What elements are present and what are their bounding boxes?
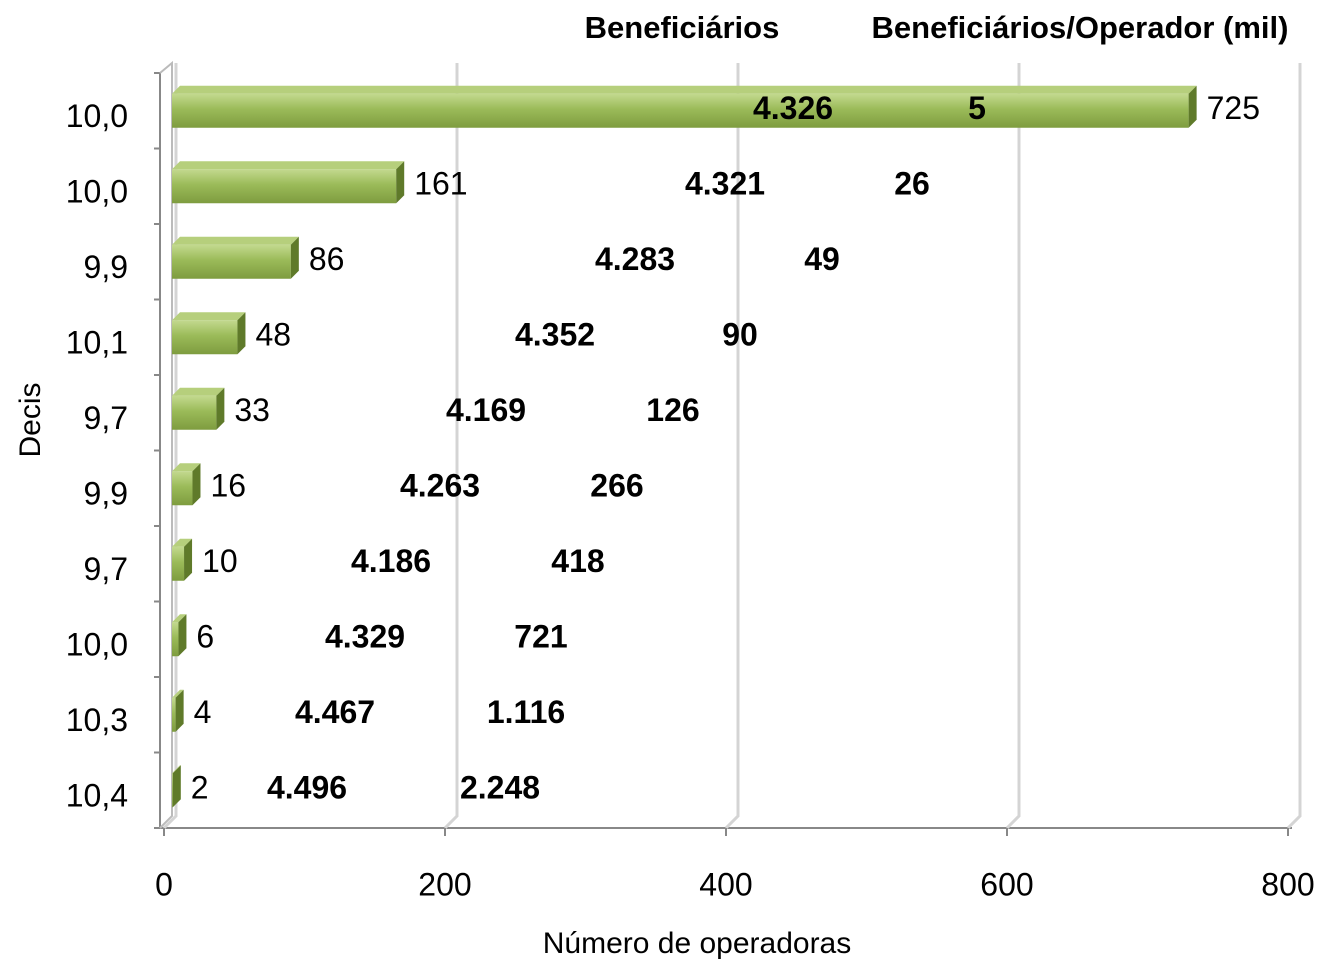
bar-end (178, 614, 187, 657)
y-axis-title: Decis (14, 382, 47, 457)
x-tick-label: 200 (418, 866, 471, 902)
bar-top (172, 689, 184, 698)
x-tick-label: 800 (1261, 866, 1314, 902)
value-label: 6 (196, 619, 214, 655)
column-value: 266 (590, 468, 643, 504)
bar (172, 546, 185, 581)
value-label: 86 (309, 241, 345, 277)
bar-top (172, 614, 187, 623)
value-label: 725 (1207, 90, 1260, 126)
column-value: 126 (646, 392, 699, 428)
value-label: 33 (234, 392, 270, 428)
y-tick-label: 10,0 (66, 174, 128, 210)
column-value: 4.352 (515, 317, 595, 353)
bar-top (172, 161, 405, 170)
x-tick-label: 0 (155, 866, 173, 902)
column-value: 90 (722, 317, 758, 353)
bar (172, 773, 173, 808)
y-tick-label: 9,7 (84, 551, 128, 587)
column-value: 5 (968, 90, 986, 126)
value-label: 10 (202, 543, 238, 579)
column-value: 4.467 (295, 694, 375, 730)
value-label: 16 (210, 468, 246, 504)
grid-line (162, 63, 178, 830)
bar-end (192, 463, 201, 506)
grid-line (443, 63, 459, 830)
column-header: Beneficiários/Operador (mil) (872, 10, 1289, 45)
bar (172, 697, 176, 732)
column-value: 4.326 (753, 90, 833, 126)
y-tick-label: 10,4 (66, 778, 128, 814)
y-tick-label: 9,9 (84, 249, 128, 285)
column-value: 4.169 (446, 392, 526, 428)
x-tick-label: 400 (699, 866, 752, 902)
bar-end (396, 161, 405, 204)
column-value: 4.283 (595, 241, 675, 277)
column-value: 1.116 (487, 694, 565, 730)
column-value: 418 (551, 543, 604, 579)
y-tick-label: 10,3 (66, 702, 128, 738)
y-tick-label: 10,0 (66, 98, 128, 134)
y-tick-label: 10,0 (66, 627, 128, 663)
bar (172, 320, 238, 355)
value-label: 48 (255, 317, 291, 353)
bar (172, 622, 179, 657)
bar-top (172, 387, 225, 396)
bar (172, 244, 291, 279)
grid-line (724, 63, 740, 830)
grid-line (1005, 63, 1021, 830)
value-label: 4 (194, 694, 212, 730)
bar-end (290, 236, 299, 279)
bar-end (1188, 85, 1197, 128)
y-tick-label: 9,7 (84, 400, 128, 436)
column-value: 4.496 (267, 770, 347, 806)
bar-top (172, 463, 201, 472)
bar-end (216, 387, 225, 430)
column-value: 49 (804, 241, 840, 277)
grid-line (1286, 63, 1302, 830)
bar (172, 471, 193, 506)
column-value: 4.186 (351, 543, 431, 579)
column-value: 4.321 (685, 166, 765, 202)
bar-top (172, 236, 299, 245)
x-axis-title: Número de operadoras (543, 927, 852, 960)
bar (172, 395, 217, 430)
column-value: 2.248 (460, 770, 540, 806)
bar-end (172, 765, 181, 808)
y-tick-label: 9,9 (84, 476, 128, 512)
value-label: 2 (191, 770, 209, 806)
wall (159, 60, 173, 829)
bar-end (175, 689, 184, 732)
bar-top (172, 85, 1197, 94)
bar-end (184, 538, 193, 581)
column-header: Beneficiários (585, 10, 780, 45)
bar-top (172, 765, 181, 774)
column-value: 26 (894, 166, 930, 202)
bar (172, 169, 397, 204)
bar-top (172, 312, 246, 321)
y-tick-label: 10,1 (66, 325, 128, 361)
column-value: 721 (514, 619, 567, 655)
bar-top (172, 538, 193, 547)
column-value: 4.263 (400, 468, 480, 504)
column-value: 4.329 (325, 619, 405, 655)
value-label: 161 (414, 166, 467, 202)
bar-end (237, 312, 246, 355)
x-tick-label: 600 (980, 866, 1033, 902)
bar (172, 93, 1189, 128)
